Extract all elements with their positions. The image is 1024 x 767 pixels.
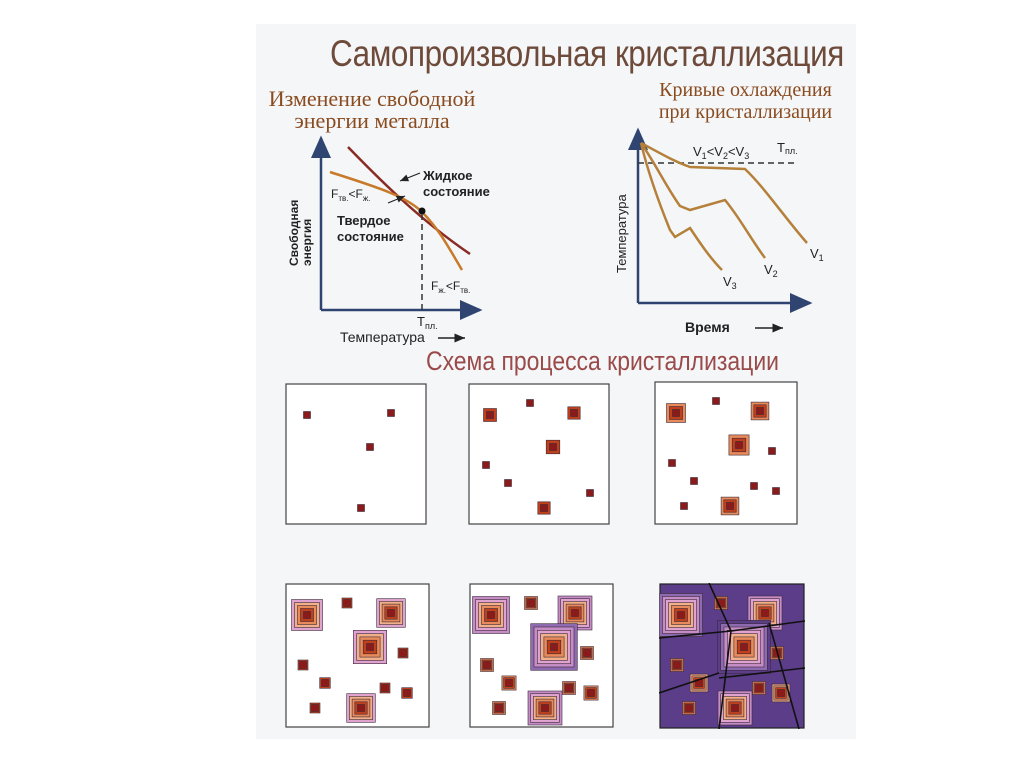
crystal-nucleus (482, 461, 490, 469)
grain-boundary (730, 620, 805, 632)
crystal-nucleus (526, 399, 534, 407)
crystal-nucleus (540, 504, 548, 512)
crystal-nucleus (550, 643, 558, 651)
crystal-nucleus (403, 689, 411, 697)
free-energy-heading-line1: Изменение свободной (268, 86, 476, 111)
scheme-stage-1 (285, 383, 427, 525)
crystal-nucleus (726, 502, 734, 510)
cooling-curve-v1 (640, 141, 808, 244)
crystal-nucleus (735, 441, 743, 449)
v2-label: V2 (764, 262, 778, 279)
crystal-nucleus (583, 649, 591, 657)
y-axis-label: Свободная энергия (287, 196, 314, 266)
crystal-nucleus (483, 661, 491, 669)
crystal-nucleus (731, 704, 739, 712)
grain-boundary (659, 630, 732, 639)
f-solid-lt-f-liquid-label: Fтв.<Fж. (331, 187, 370, 203)
crystal-nucleus (712, 397, 720, 405)
free-energy-diagram: Свободная энергия Жидкое состояние Тверд… (287, 135, 490, 345)
t-melt-label: Tпл. (777, 140, 798, 156)
crystal-nucleus (321, 679, 329, 687)
crystal-nucleus (756, 407, 764, 415)
crystal-nucleus (303, 611, 311, 619)
liquid-label: Жидкое состояние (422, 168, 490, 199)
crystal-nucleus (311, 704, 319, 712)
scheme-title: Схема процесса кристаллизации (426, 346, 779, 376)
scheme-stage-4 (285, 583, 430, 728)
grain-boundary (708, 583, 732, 632)
cooling-heading-line2: при кристаллизации (658, 101, 833, 123)
v1-label: V1 (810, 246, 824, 263)
cooling-curve-v3 (639, 142, 723, 271)
grain-boundary (718, 667, 805, 679)
f-liquid-lt-f-solid-label: Fж.<Fтв. (431, 279, 470, 295)
crystal-nucleus (672, 409, 680, 417)
crystal-nucleus (740, 643, 748, 651)
crystal-nucleus (541, 704, 549, 712)
slide-title: Самопроизвольная кристаллизация (330, 33, 844, 74)
grain-boundary (659, 672, 720, 694)
cooling-heading: Кривые охлаждения при кристаллизации (648, 79, 843, 123)
scheme-stage-2 (468, 383, 610, 525)
free-energy-heading: Изменение свободной энергии металла (262, 88, 482, 132)
crystal-nucleus (527, 599, 535, 607)
crystal-nucleus (673, 661, 681, 669)
crystal-nucleus (668, 459, 676, 467)
crystal-nucleus (768, 447, 776, 455)
crystal-nucleus (565, 684, 573, 692)
crystal-nucleus (486, 411, 494, 419)
crystal-nucleus (387, 609, 395, 617)
scheme-stage-6 (659, 583, 805, 729)
crystal-nucleus (677, 611, 685, 619)
crystal-nucleus (680, 502, 688, 510)
crystal-nucleus (571, 609, 579, 617)
solid-label: Твердое состояние (337, 213, 404, 244)
cooling-diagram: Температура V1<V2<V3 Tпл. V1 V2 V3 Время (614, 127, 824, 335)
crystal-nucleus (777, 689, 785, 697)
crystal-nucleus (495, 704, 503, 712)
crystal-nucleus (343, 599, 351, 607)
crystal-nucleus (487, 611, 495, 619)
crystal-nucleus (685, 704, 693, 712)
crystal-nucleus (357, 704, 365, 712)
scheme-stage-5 (469, 583, 614, 728)
crystal-nucleus (381, 684, 389, 692)
crystal-nucleus (399, 649, 407, 657)
crystal-nucleus (357, 504, 365, 512)
crystal-nucleus (761, 609, 769, 617)
crystal-nucleus (772, 487, 780, 495)
scheme-stage-3 (654, 381, 798, 525)
intersection-point (418, 207, 426, 215)
crystal-nucleus (299, 661, 307, 669)
speed-relation-label: V1<V2<V3 (693, 144, 749, 161)
t-melt-label: Tпл. (417, 314, 438, 331)
crystal-nucleus (586, 489, 594, 497)
crystal-nucleus (366, 643, 374, 651)
grain-boundary (718, 630, 732, 729)
grain-boundary (768, 622, 800, 729)
crystal-nucleus (303, 411, 311, 419)
free-energy-heading-line2: энергии металла (294, 108, 450, 133)
y-axis-label: Температура (614, 193, 629, 273)
cooling-curve-v2 (639, 142, 767, 259)
crystal-nucleus (750, 482, 758, 490)
x-axis-label: Время (685, 319, 730, 335)
crystal-nucleus (755, 684, 763, 692)
f-solid-pointer-arrow (387, 195, 406, 204)
crystal-nucleus (570, 409, 578, 417)
crystal-nucleus (504, 479, 512, 487)
crystal-nucleus (690, 477, 698, 485)
liquid-pointer-arrow (399, 172, 421, 182)
crystal-nucleus (366, 443, 374, 451)
cooling-heading-line1: Кривые охлаждения (659, 79, 832, 101)
crystal-nucleus (549, 443, 557, 451)
crystal-nucleus (387, 409, 395, 417)
x-axis-label: Температура (340, 329, 425, 345)
crystal-nucleus (505, 679, 513, 687)
crystal-nucleus (587, 689, 595, 697)
v3-label: V3 (723, 274, 737, 291)
